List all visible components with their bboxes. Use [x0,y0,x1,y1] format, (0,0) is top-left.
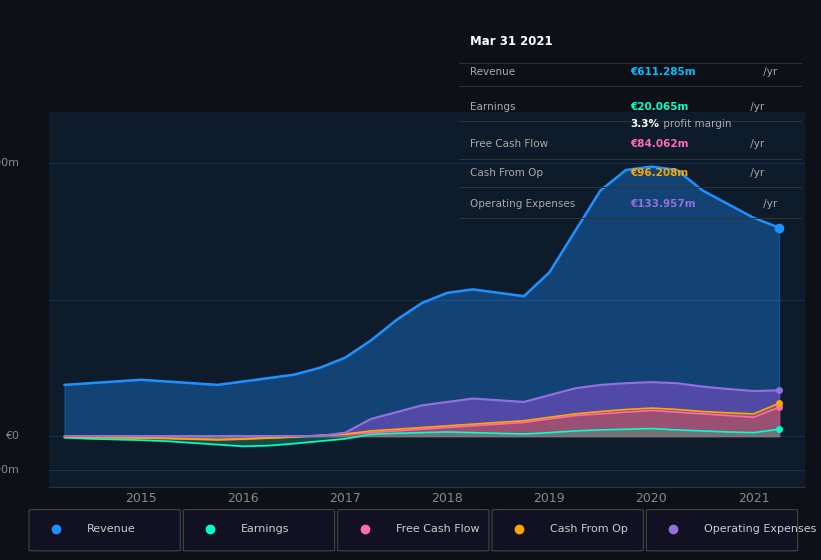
Text: Revenue: Revenue [470,67,515,77]
Text: Mar 31 2021: Mar 31 2021 [470,35,553,48]
FancyBboxPatch shape [646,510,798,551]
Text: /yr: /yr [760,199,777,209]
Text: €20.065m: €20.065m [631,102,689,112]
Text: /yr: /yr [746,139,764,150]
FancyBboxPatch shape [492,510,644,551]
Text: /yr: /yr [746,168,764,178]
Text: -€100m: -€100m [0,465,19,475]
Text: Operating Expenses: Operating Expenses [470,199,575,209]
Text: Revenue: Revenue [87,524,135,534]
Text: 3.3%: 3.3% [631,119,659,129]
FancyBboxPatch shape [29,510,181,551]
FancyBboxPatch shape [183,510,335,551]
Text: Earnings: Earnings [470,102,515,112]
Text: profit margin: profit margin [660,119,732,129]
FancyBboxPatch shape [337,510,489,551]
Text: €800m: €800m [0,158,19,168]
Text: Earnings: Earnings [241,524,290,534]
Text: Operating Expenses: Operating Expenses [704,524,817,534]
Text: €96.208m: €96.208m [631,168,688,178]
Text: Free Cash Flow: Free Cash Flow [396,524,479,534]
Text: /yr: /yr [746,102,764,112]
Text: /yr: /yr [760,67,777,77]
Text: Cash From Op: Cash From Op [470,168,543,178]
Text: €0: €0 [5,431,19,441]
Text: €611.285m: €611.285m [631,67,695,77]
Text: €133.957m: €133.957m [631,199,695,209]
Text: Cash From Op: Cash From Op [550,524,628,534]
Text: €84.062m: €84.062m [631,139,689,150]
Text: Free Cash Flow: Free Cash Flow [470,139,548,150]
